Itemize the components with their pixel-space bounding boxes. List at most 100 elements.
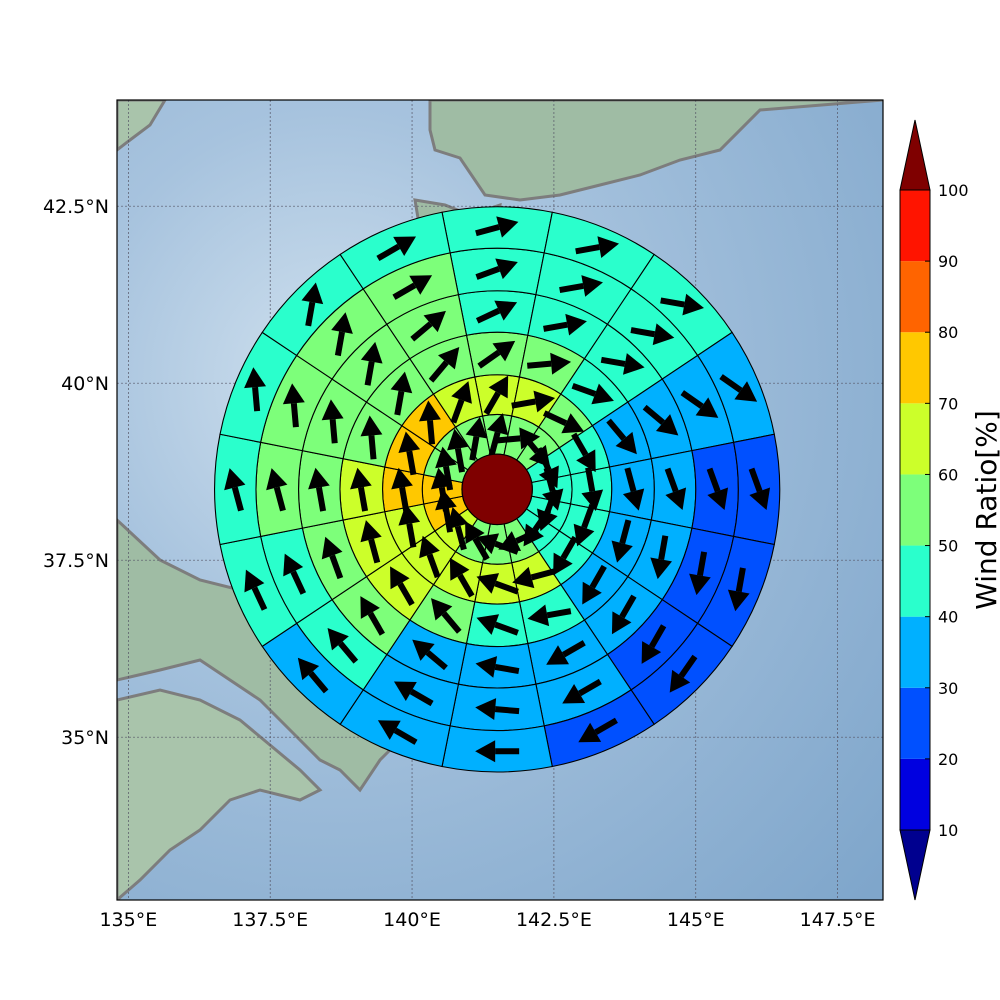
wind-arrow (360, 596, 385, 636)
colorbar: 10 20 30 40 50 60 70 80 90 100 Wind Ratio[%] (899, 119, 1000, 901)
colorbar-bottom-extend (899, 829, 931, 901)
land-northwest (117, 100, 167, 152)
wind-arrow (244, 569, 268, 611)
wind-arrow (719, 374, 758, 402)
wind-arrow (431, 598, 462, 634)
y-tick-label: 42.5°N (43, 196, 109, 218)
wind-arrow (450, 381, 472, 424)
wind-arrow (611, 594, 637, 635)
colorbar-tick-label: 40 (938, 608, 958, 627)
colorbar-bin (900, 403, 930, 475)
wind-arrow (465, 416, 488, 461)
wind-arrow (360, 341, 383, 386)
wind-arrow (581, 467, 604, 512)
wind-arrow (283, 553, 307, 595)
wind-arrow (392, 275, 433, 300)
wind-arrow (477, 340, 516, 369)
colorbar-top-extend (899, 119, 931, 191)
wind-arrow (244, 367, 267, 412)
wind-arrow (266, 468, 288, 512)
plot-frame (116, 99, 884, 901)
x-tick-label: 145°E (667, 909, 725, 931)
wind-arrow (546, 640, 586, 665)
wind-arrow (476, 533, 519, 555)
wind-arrow (475, 656, 520, 678)
y-axis-ticks: 35°N 37.5°N 40°N 42.5°N (43, 196, 109, 749)
wind-arrow (559, 275, 603, 297)
wind-arrow (419, 535, 441, 579)
colorbar-tick-label: 80 (938, 323, 958, 342)
colorbar-tick-label: 10 (938, 821, 958, 840)
wind-arrow (301, 282, 324, 327)
wind-arrow (650, 535, 672, 580)
colorbar-tick-label: 30 (938, 679, 958, 698)
center-marker (461, 453, 533, 526)
wind-arrow (483, 375, 509, 416)
wind-arrow (575, 236, 620, 258)
wind-arrow (475, 698, 520, 721)
wind-arrow (606, 418, 637, 455)
wind-arrow (641, 624, 667, 664)
wind-arrow (475, 258, 518, 280)
wind-arrow (447, 507, 469, 551)
wind-arrow (536, 488, 559, 532)
wind-arrow (512, 566, 556, 589)
colorbar-bin (900, 474, 930, 546)
wind-arrow (611, 519, 633, 563)
wind-arrow (449, 557, 475, 598)
x-tick-label: 147.5°E (800, 909, 876, 931)
y-tick-label: 37.5°N (43, 550, 109, 572)
x-tick-label: 142.5°E (516, 909, 592, 931)
colorbar-tick-label: 20 (938, 750, 958, 769)
wind-arrow (428, 346, 460, 383)
colorbar-tick-label: 100 (938, 181, 969, 200)
wind-direction-arrows (224, 216, 771, 763)
wind-arrow (511, 390, 556, 413)
wind-arrow (410, 310, 446, 342)
wind-arrow (578, 717, 618, 743)
wind-arrow (553, 535, 578, 576)
wind-arrow (390, 371, 413, 416)
colorbar-tick-label: 60 (938, 465, 958, 484)
y-tick-label: 40°N (61, 373, 109, 395)
wind-arrow (475, 740, 520, 763)
wind-arrow (669, 654, 698, 693)
wind-arrow (350, 467, 372, 512)
wind-arrow (419, 400, 441, 445)
wind-arrow (398, 431, 421, 476)
wind-arrow (573, 503, 596, 547)
colorbar-bin (900, 332, 930, 404)
wind-arrow (377, 720, 418, 745)
wind-arrow (689, 551, 711, 596)
wind-arrow (526, 352, 572, 375)
wind-arrow (398, 503, 421, 548)
wind-arrow (527, 604, 572, 627)
wind-arrow (562, 678, 602, 704)
wind-arrow (622, 467, 645, 511)
wind-arrow (475, 300, 518, 324)
colorbar-bin (900, 545, 930, 617)
wind-arrow (664, 467, 687, 511)
x-tick-label: 140°E (383, 909, 441, 931)
wind-arrow (642, 404, 679, 436)
wind-arrow (360, 520, 382, 564)
wind-arrow (321, 399, 344, 444)
wind-arrow (600, 353, 645, 375)
wind-arrow (224, 468, 246, 512)
wind-arrow (391, 467, 413, 512)
land-hokkaido (428, 100, 883, 202)
map-plot-area (117, 100, 883, 900)
colorbar-tick-label: 90 (938, 252, 958, 271)
colorbar-tick-label: 70 (938, 394, 958, 413)
wind-arrow (660, 293, 704, 316)
colorbar-bin (900, 758, 930, 830)
wind-arrow (360, 415, 383, 460)
colorbar-bin (900, 190, 930, 262)
wind-arrow (376, 236, 417, 262)
colorbar-label: Wind Ratio[%] (970, 410, 1000, 610)
wind-arrow (582, 564, 607, 605)
wind-arrow (476, 614, 519, 636)
colorbar-bin (900, 616, 930, 688)
colorbar-tick-label: 50 (938, 537, 958, 556)
